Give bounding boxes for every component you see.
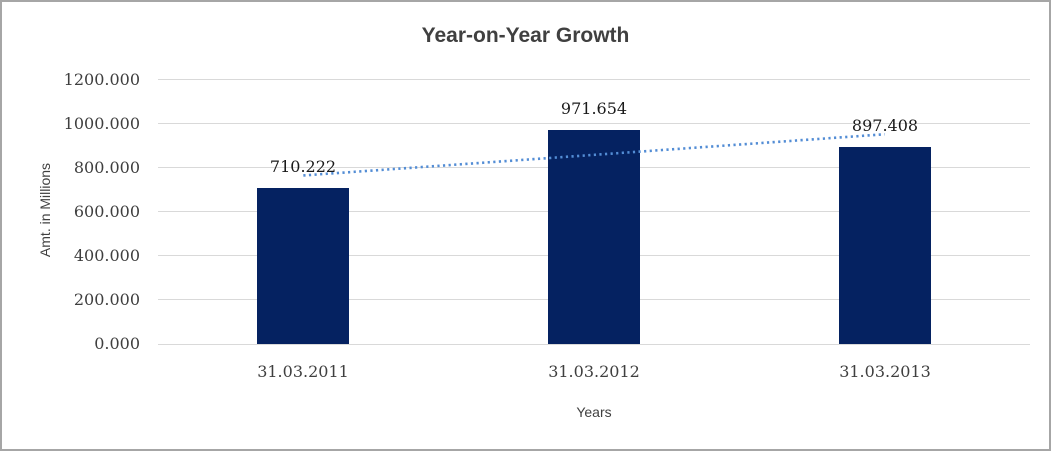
x-axis-title: Years	[576, 404, 612, 420]
x-tick-label: 31.03.2012	[548, 362, 640, 381]
bar-value-label: 897.408	[851, 116, 919, 135]
y-tick-label: 1000.000	[63, 114, 140, 133]
gridline	[158, 344, 1030, 345]
y-axis-tick-labels: 0.000 200.000 400.000 600.000 800.000 1000.00…	[2, 70, 148, 353]
gridline	[158, 123, 1030, 124]
chart-title: Year-on-Year Growth	[421, 24, 630, 47]
y-tick-label: 0.000	[94, 334, 140, 353]
x-axis-tick-labels: 31.03.2011 31.03.2012 31.03.2013	[158, 362, 1030, 384]
x-tick-label: 31.03.2013	[839, 362, 931, 381]
bar-value-label: 710.222	[269, 157, 337, 176]
trendline	[303, 132, 885, 177]
bar-value-label: 971.654	[560, 99, 628, 118]
bar-31.03.2013	[839, 147, 931, 344]
bar-31.03.2011	[257, 188, 349, 344]
plot-area: 710.222 971.654 897.408	[158, 79, 1030, 345]
y-tick-label: 200.000	[73, 290, 140, 309]
y-tick-label: 400.000	[73, 246, 140, 265]
gridline	[158, 79, 1030, 80]
bar-31.03.2012	[548, 130, 640, 344]
y-tick-label: 800.000	[73, 158, 140, 177]
x-tick-label: 31.03.2011	[257, 362, 349, 381]
y-tick-label: 1200.000	[63, 70, 140, 89]
y-tick-label: 600.000	[73, 202, 140, 221]
